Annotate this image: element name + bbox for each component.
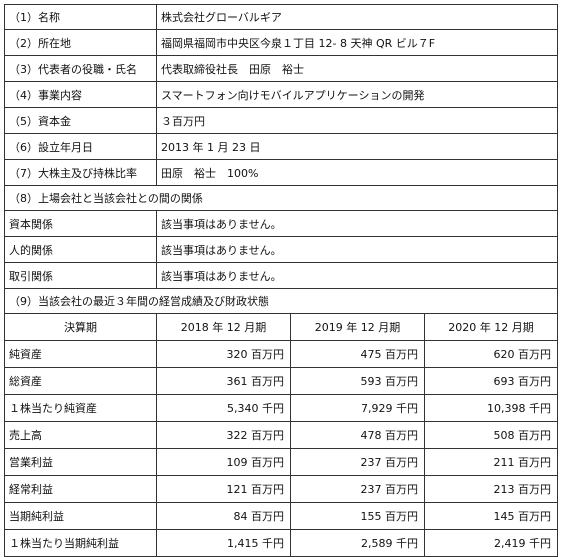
row-capital: （5）資本金 ３百万円	[4, 107, 558, 134]
value-representative: 代表取締役社長 田原 裕士	[156, 55, 558, 82]
row-address: （2）所在地 福岡県福岡市中央区今泉１丁目 12- 8 天神 QR ビル７F	[4, 29, 558, 56]
cell-2019: 237 百万円	[290, 448, 425, 476]
cell-2019: 478 百万円	[290, 421, 425, 449]
cell-2019: 475 百万円	[290, 340, 425, 368]
table-row: 売上高 322 百万円 478 百万円 508 百万円	[4, 421, 558, 449]
value-business: スマートフォン向けモバイルアプリケーションの開発	[156, 81, 558, 108]
row-established: （6）設立年月日 2013 年 1 月 23 日	[4, 133, 558, 160]
financial-heading: （9）当該会社の最近３年間の経営成績及び財政状態	[4, 288, 558, 314]
header-2019: 2019 年 12 月期	[290, 313, 425, 341]
row-personnel-relation: 人的関係 該当事項はありません。	[4, 236, 558, 263]
row-label: 総資産	[4, 367, 157, 395]
row-label: 当期純利益	[4, 502, 157, 530]
row-shareholder: （7）大株主及び持株比率 田原 裕士 100%	[4, 159, 558, 186]
value-established: 2013 年 1 月 23 日	[156, 133, 558, 160]
row-name: （1）名称 株式会社グローバルギア	[4, 4, 558, 30]
table-row: 純資産 320 百万円 475 百万円 620 百万円	[4, 340, 558, 368]
cell-2020: 508 百万円	[424, 421, 558, 449]
row-business: （4）事業内容 スマートフォン向けモバイルアプリケーションの開発	[4, 81, 558, 108]
label-address: （2）所在地	[4, 29, 157, 56]
financial-header-row: 決算期 2018 年 12 月期 2019 年 12 月期 2020 年 12 …	[4, 313, 558, 341]
label-business: （4）事業内容	[4, 81, 157, 108]
label-trade-relation: 取引関係	[4, 262, 157, 289]
cell-2018: 121 百万円	[156, 475, 291, 503]
value-capital: ３百万円	[156, 107, 558, 134]
cell-2019: 593 百万円	[290, 367, 425, 395]
cell-2020: 693 百万円	[424, 367, 558, 395]
financial-table: 決算期 2018 年 12 月期 2019 年 12 月期 2020 年 12 …	[4, 313, 558, 557]
cell-2020: 10,398 千円	[424, 394, 558, 422]
label-capital-relation: 資本関係	[4, 210, 157, 237]
table-row: 総資産 361 百万円 593 百万円 693 百万円	[4, 367, 558, 395]
relation-heading: （8）上場会社と当該会社との間の関係	[4, 185, 558, 211]
cell-2020: 145 百万円	[424, 502, 558, 530]
label-representative: （3）代表者の役職・氏名	[4, 55, 157, 82]
row-label: 経常利益	[4, 475, 157, 503]
label-personnel-relation: 人的関係	[4, 236, 157, 263]
table-row: 営業利益 109 百万円 237 百万円 211 百万円	[4, 448, 558, 476]
company-info-table: （1）名称 株式会社グローバルギア （2）所在地 福岡県福岡市中央区今泉１丁目 …	[4, 4, 558, 314]
row-trade-relation: 取引関係 該当事項はありません。	[4, 262, 558, 289]
row-label: １株当たり純資産	[4, 394, 157, 422]
header-2020: 2020 年 12 月期	[424, 313, 558, 341]
table-row: 経常利益 121 百万円 237 百万円 213 百万円	[4, 475, 558, 503]
company-overview: （1）名称 株式会社グローバルギア （2）所在地 福岡県福岡市中央区今泉１丁目 …	[4, 4, 558, 557]
row-financial-heading: （9）当該会社の最近３年間の経営成績及び財政状態	[4, 288, 558, 314]
row-label: １株当たり当期純利益	[4, 529, 157, 557]
cell-2020: 2,419 千円	[424, 529, 558, 557]
row-label: 売上高	[4, 421, 157, 449]
header-2018: 2018 年 12 月期	[156, 313, 291, 341]
row-representative: （3）代表者の役職・氏名 代表取締役社長 田原 裕士	[4, 55, 558, 82]
cell-2019: 7,929 千円	[290, 394, 425, 422]
row-relation-heading: （8）上場会社と当該会社との間の関係	[4, 185, 558, 211]
label-established: （6）設立年月日	[4, 133, 157, 160]
cell-2018: 322 百万円	[156, 421, 291, 449]
label-capital: （5）資本金	[4, 107, 157, 134]
row-label: 営業利益	[4, 448, 157, 476]
label-shareholder: （7）大株主及び持株比率	[4, 159, 157, 186]
value-trade-relation: 該当事項はありません。	[156, 262, 558, 289]
cell-2018: 320 百万円	[156, 340, 291, 368]
row-label: 純資産	[4, 340, 157, 368]
value-shareholder: 田原 裕士 100%	[156, 159, 558, 186]
cell-2018: 5,340 千円	[156, 394, 291, 422]
header-period: 決算期	[4, 313, 157, 341]
label-name: （1）名称	[4, 4, 157, 30]
table-row: １株当たり純資産 5,340 千円 7,929 千円 10,398 千円	[4, 394, 558, 422]
value-capital-relation: 該当事項はありません。	[156, 210, 558, 237]
value-personnel-relation: 該当事項はありません。	[156, 236, 558, 263]
cell-2019: 155 百万円	[290, 502, 425, 530]
cell-2018: 361 百万円	[156, 367, 291, 395]
value-name: 株式会社グローバルギア	[156, 4, 558, 30]
cell-2020: 211 百万円	[424, 448, 558, 476]
table-row: １株当たり当期純利益 1,415 千円 2,589 千円 2,419 千円	[4, 529, 558, 557]
cell-2018: 109 百万円	[156, 448, 291, 476]
cell-2018: 84 百万円	[156, 502, 291, 530]
cell-2019: 237 百万円	[290, 475, 425, 503]
table-row: 当期純利益 84 百万円 155 百万円 145 百万円	[4, 502, 558, 530]
cell-2019: 2,589 千円	[290, 529, 425, 557]
cell-2020: 620 百万円	[424, 340, 558, 368]
row-capital-relation: 資本関係 該当事項はありません。	[4, 210, 558, 237]
value-address: 福岡県福岡市中央区今泉１丁目 12- 8 天神 QR ビル７F	[156, 29, 558, 56]
cell-2018: 1,415 千円	[156, 529, 291, 557]
cell-2020: 213 百万円	[424, 475, 558, 503]
